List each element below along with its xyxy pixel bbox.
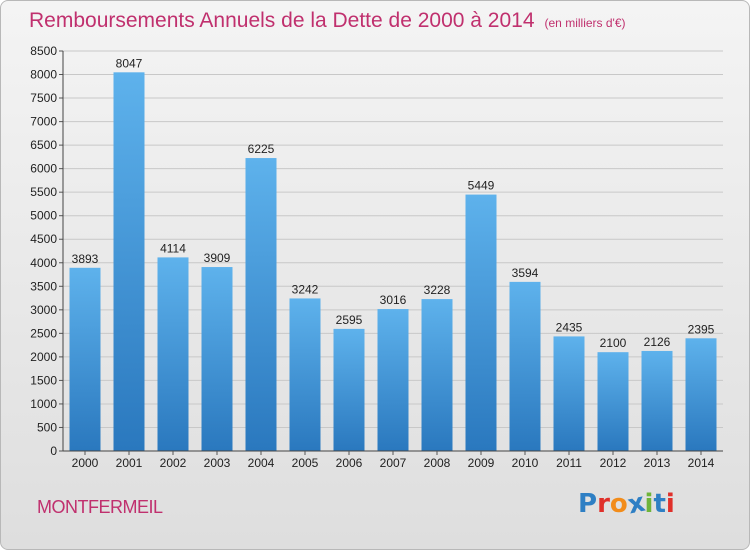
data-label: 2595 <box>336 313 363 327</box>
x-tick-label: 2006 <box>336 456 363 470</box>
bars <box>69 72 717 451</box>
bar-2014 <box>685 338 717 451</box>
data-label: 6225 <box>248 142 275 156</box>
x-tick-label: 2000 <box>72 456 99 470</box>
x-tick-label: 2009 <box>468 456 495 470</box>
bar-2009 <box>465 194 497 451</box>
y-tick-label: 0 <box>50 444 57 458</box>
data-label: 2395 <box>688 322 715 336</box>
x-tick-label: 2013 <box>644 456 671 470</box>
y-tick-label: 4000 <box>30 256 57 270</box>
x-tick-label: 2007 <box>380 456 407 470</box>
y-tick-label: 1500 <box>30 373 57 387</box>
data-label: 2100 <box>600 336 627 350</box>
y-tick-label: 5500 <box>30 185 57 199</box>
data-label: 3016 <box>380 293 407 307</box>
data-label: 4114 <box>160 241 186 255</box>
y-tick-label: 2500 <box>30 326 57 340</box>
labels: 0 500 1000 1500 2000 2500 3000 3500 4000 4500 5000… <box>30 44 714 470</box>
bar-2004 <box>245 158 277 451</box>
chart-unit: (en milliers d'€) <box>544 16 626 30</box>
logo-letter: t <box>653 489 666 519</box>
y-tick-label: 7500 <box>30 91 57 105</box>
logo-letter: o <box>609 489 628 519</box>
x-tick-label: 2012 <box>600 456 627 470</box>
y-tick-label: 4500 <box>30 232 57 246</box>
data-label: 5449 <box>468 179 495 193</box>
y-tick-label: 3500 <box>30 279 57 293</box>
logo-letter: P <box>578 489 598 519</box>
y-tick-label: 8000 <box>30 68 57 82</box>
chart-title: Remboursements Annuels de la Dette de 20… <box>29 9 626 33</box>
bar-2002 <box>157 257 189 451</box>
x-tick-label: 2004 <box>248 456 275 470</box>
data-label: 2435 <box>556 320 583 334</box>
bar-2007 <box>377 309 409 451</box>
bar-2003 <box>201 267 233 451</box>
x-tick-label: 2010 <box>512 456 539 470</box>
y-tick-label: 2000 <box>30 350 57 364</box>
bar-2011 <box>553 336 585 451</box>
y-tick-label: 3000 <box>30 303 57 317</box>
bar-2012 <box>597 352 629 451</box>
chart-title-text: Remboursements Annuels de la Dette de 20… <box>29 9 535 32</box>
data-label: 3893 <box>72 252 99 266</box>
data-label: 3909 <box>204 251 231 265</box>
x-tick-label: 2002 <box>160 456 187 470</box>
data-label: 2126 <box>644 335 671 349</box>
bar-2008 <box>421 299 453 451</box>
bar-2013 <box>641 350 673 451</box>
bar-2010 <box>509 281 541 451</box>
logo-letter: i <box>665 489 675 519</box>
x-tick-label: 2003 <box>204 456 231 470</box>
y-tick-label: 6000 <box>30 162 57 176</box>
logo-letter: r <box>597 489 610 519</box>
x-tick-label: 2005 <box>292 456 319 470</box>
proxiti-logo: Proxiti <box>578 488 675 521</box>
y-tick-label: 6500 <box>30 138 57 152</box>
y-tick-label: 500 <box>37 420 57 434</box>
x-tick-label: 2008 <box>424 456 451 470</box>
y-tick-label: 7000 <box>30 115 57 129</box>
data-label: 3594 <box>512 266 539 280</box>
bar-2000 <box>69 267 101 451</box>
data-label: 3242 <box>292 282 319 296</box>
data-label: 3228 <box>424 283 451 297</box>
bar-2006 <box>333 328 365 451</box>
y-tick-label: 5000 <box>30 209 57 223</box>
y-tick-label: 1000 <box>30 397 57 411</box>
x-tick-label: 2001 <box>116 456 143 470</box>
data-label: 8047 <box>116 56 143 70</box>
bar-2001 <box>113 72 145 451</box>
bar-2005 <box>289 298 321 451</box>
x-tick-label: 2014 <box>688 456 715 470</box>
place-name: MONTFERMEIL <box>37 497 163 517</box>
y-tick-label: 8500 <box>30 44 57 58</box>
x-tick-label: 2011 <box>556 456 582 470</box>
logo-letter: i <box>644 489 654 519</box>
axes <box>59 50 723 455</box>
